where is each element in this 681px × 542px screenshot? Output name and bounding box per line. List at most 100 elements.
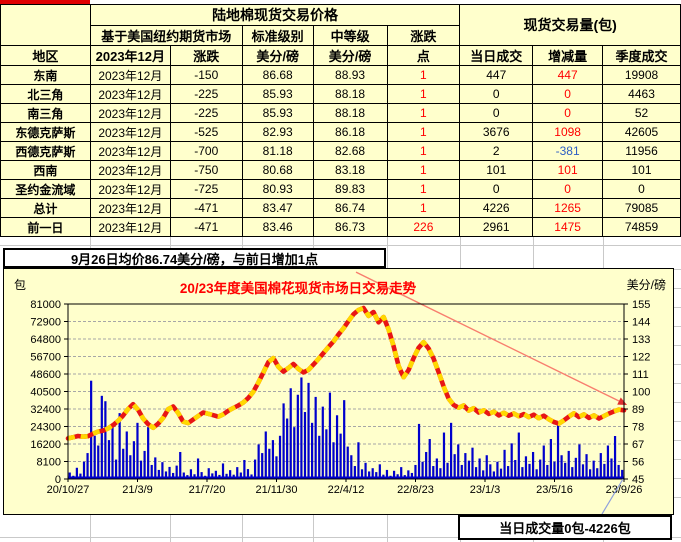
table-cell[interactable]: 1 — [386, 160, 461, 180]
table-cell[interactable]: 2023年12月 — [89, 160, 171, 180]
table-cell[interactable]: 52 — [602, 103, 681, 123]
table-cell[interactable]: -225 — [169, 84, 243, 104]
header-futures[interactable]: 基于美国纽约期货市场 — [89, 25, 243, 46]
daily-volume-note[interactable]: 当日成交量0包-4226包 — [458, 515, 672, 540]
table-cell[interactable]: -525 — [169, 122, 243, 142]
table-cell[interactable]: 2023年12月 — [89, 84, 171, 104]
table-cell[interactable]: 0 — [459, 103, 534, 123]
table-cell[interactable]: 86.74 — [312, 198, 388, 218]
table-cell[interactable]: 总计 — [0, 198, 91, 218]
header-month[interactable]: 2023年12月 — [89, 45, 171, 66]
table-cell[interactable]: 1 — [386, 179, 461, 199]
table-cell[interactable]: 2023年12月 — [89, 141, 171, 161]
header-cents-std[interactable]: 美分/磅 — [241, 45, 314, 66]
table-cell[interactable]: 82.93 — [241, 122, 314, 142]
header-region[interactable]: 地区 — [0, 45, 91, 66]
table-cell[interactable]: 南三角 — [0, 103, 91, 123]
corner-cell[interactable] — [0, 4, 91, 46]
header-volume-change[interactable]: 增减量 — [532, 45, 604, 66]
table-cell[interactable]: 226 — [386, 217, 461, 237]
table-cell[interactable]: 东德克萨斯 — [0, 122, 91, 142]
table-cell[interactable]: 2023年12月 — [89, 122, 171, 142]
table-cell[interactable]: 1098 — [532, 122, 604, 142]
header-change[interactable]: 涨跌 — [386, 25, 461, 46]
table-cell[interactable]: 0 — [459, 84, 534, 104]
table-cell[interactable]: 1265 — [532, 198, 604, 218]
table-cell[interactable]: 88.18 — [312, 103, 388, 123]
header-cents-mid[interactable]: 美分/磅 — [312, 45, 388, 66]
table-cell[interactable]: 2 — [459, 141, 534, 161]
table-cell[interactable]: -725 — [169, 179, 243, 199]
avg-price-note[interactable]: 9月26日均价86.74美分/磅，与前日增加1点 — [3, 248, 386, 268]
table-cell[interactable]: 2023年12月 — [89, 103, 171, 123]
table-cell[interactable]: 0 — [532, 103, 604, 123]
table-cell[interactable]: 1475 — [532, 217, 604, 237]
table-cell[interactable]: 88.18 — [312, 84, 388, 104]
table-cell[interactable]: 101 — [602, 160, 681, 180]
table-cell[interactable]: 2023年12月 — [89, 65, 171, 85]
table-cell[interactable]: 86.18 — [312, 122, 388, 142]
table-cell[interactable]: 79085 — [602, 198, 681, 218]
table-cell[interactable]: 0 — [602, 179, 681, 199]
header-daily-volume[interactable]: 当日成交 — [459, 45, 534, 66]
table-cell[interactable]: 83.47 — [241, 198, 314, 218]
table-cell[interactable]: 4463 — [602, 84, 681, 104]
table-cell[interactable]: 11956 — [602, 141, 681, 161]
table-cell[interactable]: 101 — [532, 160, 604, 180]
table-title[interactable]: 陆地棉现货交易价格 — [89, 4, 461, 26]
table-cell[interactable]: 1 — [386, 84, 461, 104]
table-cell[interactable]: 80.68 — [241, 160, 314, 180]
table-cell[interactable]: 圣约金流域 — [0, 179, 91, 199]
table-cell[interactable]: 447 — [459, 65, 534, 85]
table-cell[interactable]: -381 — [532, 141, 604, 161]
table-cell[interactable]: 1 — [386, 122, 461, 142]
header-points[interactable]: 点 — [386, 45, 461, 66]
header-updown[interactable]: 涨跌 — [169, 45, 243, 66]
table-cell[interactable]: 1 — [386, 198, 461, 218]
table-cell[interactable]: 86.68 — [241, 65, 314, 85]
table-cell[interactable]: 2961 — [459, 217, 534, 237]
table-cell[interactable]: 86.73 — [312, 217, 388, 237]
table-cell[interactable]: -471 — [169, 217, 243, 237]
table-cell[interactable]: 前一日 — [0, 217, 91, 237]
table-cell[interactable]: 1 — [386, 141, 461, 161]
table-cell[interactable]: -700 — [169, 141, 243, 161]
table-cell[interactable]: 2023年12月 — [89, 179, 171, 199]
table-cell[interactable]: 89.83 — [312, 179, 388, 199]
table-cell[interactable]: 74859 — [602, 217, 681, 237]
table-cell[interactable]: -750 — [169, 160, 243, 180]
table-cell[interactable]: 85.93 — [241, 103, 314, 123]
table-cell[interactable]: 东南 — [0, 65, 91, 85]
chart-object[interactable]: 81000 72900 64800 56700 48600 40500 32400 24300… — [3, 268, 674, 515]
table-cell[interactable]: 101 — [459, 160, 534, 180]
header-standard-grade[interactable]: 标准级别 — [241, 25, 314, 46]
table-cell[interactable]: -471 — [169, 198, 243, 218]
table-cell[interactable]: 82.68 — [312, 141, 388, 161]
table-cell[interactable]: 19908 — [602, 65, 681, 85]
table-cell[interactable]: 1 — [386, 65, 461, 85]
table-cell[interactable]: 88.93 — [312, 65, 388, 85]
header-middle-grade[interactable]: 中等级 — [312, 25, 388, 46]
table-cell[interactable]: 西南 — [0, 160, 91, 180]
table-cell[interactable]: 0 — [532, 84, 604, 104]
table-cell[interactable]: 83.18 — [312, 160, 388, 180]
table-cell[interactable]: 2023年12月 — [89, 198, 171, 218]
table-cell[interactable]: 447 — [532, 65, 604, 85]
table-cell[interactable]: -150 — [169, 65, 243, 85]
table-cell[interactable]: -225 — [169, 103, 243, 123]
table-cell[interactable]: 北三角 — [0, 84, 91, 104]
table-cell[interactable]: 0 — [459, 179, 534, 199]
header-season-volume[interactable]: 季度成交 — [602, 45, 681, 66]
table-cell[interactable]: 2023年12月 — [89, 217, 171, 237]
volume-header[interactable]: 现货交易量(包) — [459, 4, 681, 46]
table-cell[interactable]: 1 — [386, 103, 461, 123]
table-cell[interactable]: 81.18 — [241, 141, 314, 161]
table-cell[interactable]: 42605 — [602, 122, 681, 142]
table-cell[interactable]: 0 — [532, 179, 604, 199]
table-cell[interactable]: 西德克萨斯 — [0, 141, 91, 161]
table-cell[interactable]: 85.93 — [241, 84, 314, 104]
table-cell[interactable]: 3676 — [459, 122, 534, 142]
table-cell[interactable]: 80.93 — [241, 179, 314, 199]
table-cell[interactable]: 4226 — [459, 198, 534, 218]
table-cell[interactable]: 83.46 — [241, 217, 314, 237]
